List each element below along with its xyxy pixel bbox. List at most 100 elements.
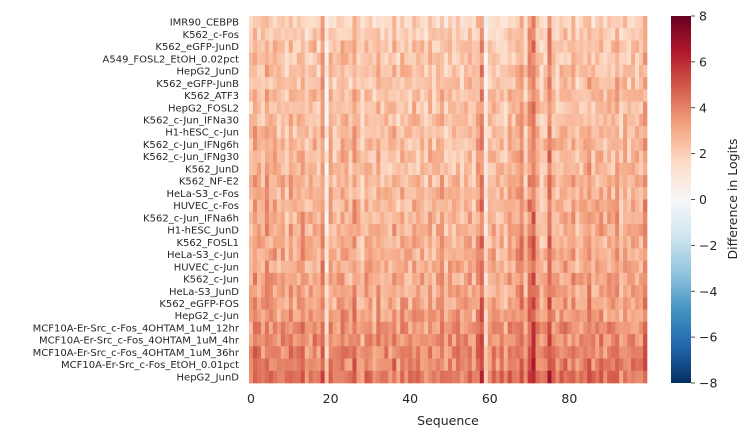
heatmap-cell — [260, 40, 266, 54]
heatmap-cell — [555, 223, 560, 237]
heatmap-cell — [308, 334, 314, 347]
heatmap-cell — [639, 89, 644, 102]
heatmap-cell — [412, 126, 417, 139]
y-tick-label: K562_ATF3 — [184, 91, 239, 102]
heatmap-cell — [372, 272, 377, 286]
heatmap-cell — [483, 40, 489, 54]
heatmap-cell — [336, 52, 341, 66]
heatmap-cell — [436, 52, 441, 66]
heatmap-cell — [368, 175, 373, 188]
heatmap-cell — [388, 370, 393, 384]
heatmap-cell — [531, 272, 536, 286]
heatmap-cell — [300, 162, 306, 176]
colorbar-tick-label: −8 — [699, 376, 717, 391]
heatmap-cell — [416, 77, 421, 90]
heatmap-cell — [420, 272, 425, 286]
heatmap-cell — [380, 150, 385, 164]
heatmap-cell — [448, 40, 453, 54]
heatmap-cell — [591, 285, 596, 298]
heatmap-cell — [412, 223, 417, 237]
heatmap-cell — [348, 187, 353, 200]
heatmap-cell — [428, 236, 433, 249]
heatmap-cell — [256, 236, 262, 249]
heatmap-cell — [527, 211, 532, 225]
heatmap-cell — [587, 126, 592, 139]
heatmap-cell — [459, 211, 465, 225]
heatmap-cell — [304, 272, 310, 286]
heatmap-cell — [368, 370, 373, 384]
heatmap-cell — [332, 260, 337, 274]
heatmap-cell — [292, 358, 298, 372]
heatmap-cell — [495, 199, 501, 213]
heatmap-cell — [519, 260, 524, 274]
heatmap-cell — [499, 16, 505, 29]
heatmap-cell — [479, 272, 485, 286]
heatmap-cell — [635, 16, 640, 29]
heatmap-cell — [515, 211, 520, 225]
heatmap-cell — [615, 370, 620, 384]
heatmap-cell — [531, 248, 536, 262]
heatmap-cell — [615, 89, 620, 102]
heatmap-cell — [451, 126, 457, 139]
heatmap-cell — [471, 89, 477, 102]
y-tick-label: HepG2_JunD — [177, 372, 240, 383]
heatmap-cell — [563, 223, 568, 237]
heatmap-cell — [483, 138, 489, 151]
heatmap-cell — [276, 236, 282, 249]
heatmap-cell — [607, 16, 612, 29]
heatmap-cell — [555, 162, 560, 176]
heatmap-cell — [256, 358, 262, 372]
heatmap-cell — [420, 187, 425, 200]
heatmap-cell — [276, 52, 282, 66]
heatmap-cell — [272, 77, 278, 90]
heatmap-cell — [503, 138, 509, 151]
heatmap-cell — [344, 40, 349, 54]
heatmap-cell — [531, 223, 536, 237]
heatmap-cell — [511, 285, 517, 298]
heatmap-cell — [551, 64, 556, 78]
heatmap-cell — [527, 223, 532, 237]
colorbar-tick-label: 6 — [699, 54, 707, 69]
heatmap-cell — [539, 28, 544, 41]
heatmap-cell — [336, 321, 341, 335]
heatmap-cell — [292, 346, 298, 359]
heatmap-cell — [583, 101, 588, 115]
heatmap-cell — [260, 334, 266, 347]
heatmap-cell — [471, 370, 477, 384]
heatmap-cell — [591, 358, 596, 372]
heatmap-cell — [276, 77, 282, 90]
heatmap-cell — [288, 260, 294, 274]
heatmap-cell — [551, 16, 556, 29]
heatmap-cell — [252, 248, 258, 262]
heatmap-cell — [611, 285, 616, 298]
heatmap-cell — [440, 236, 445, 249]
heatmap-cell — [428, 272, 433, 286]
heatmap-cell — [412, 162, 417, 176]
heatmap-cell — [252, 16, 258, 29]
heatmap-cell — [292, 211, 298, 225]
x-tick-label: 40 — [402, 391, 418, 406]
heatmap-cell — [284, 199, 290, 213]
heatmap-cell — [300, 64, 306, 78]
heatmap-cell — [563, 150, 568, 164]
heatmap-cell — [304, 370, 310, 384]
heatmap-cell — [448, 126, 453, 139]
heatmap-cell — [471, 64, 477, 78]
heatmap-cell — [455, 64, 461, 78]
heatmap-cell — [599, 223, 604, 237]
heatmap-cell — [487, 260, 493, 274]
heatmap-cell — [575, 370, 580, 384]
heatmap-cell — [467, 138, 473, 151]
heatmap-cell — [451, 113, 457, 127]
heatmap-cell — [280, 211, 286, 225]
heatmap-cell — [495, 223, 501, 237]
heatmap-cell — [643, 285, 648, 298]
heatmap-cell — [380, 370, 385, 384]
heatmap-cell — [583, 309, 588, 323]
heatmap-cell — [623, 260, 628, 274]
heatmap-cell — [324, 321, 329, 335]
heatmap-cell — [320, 285, 325, 298]
heatmap-cell — [591, 175, 596, 188]
heatmap-cell — [631, 77, 636, 90]
